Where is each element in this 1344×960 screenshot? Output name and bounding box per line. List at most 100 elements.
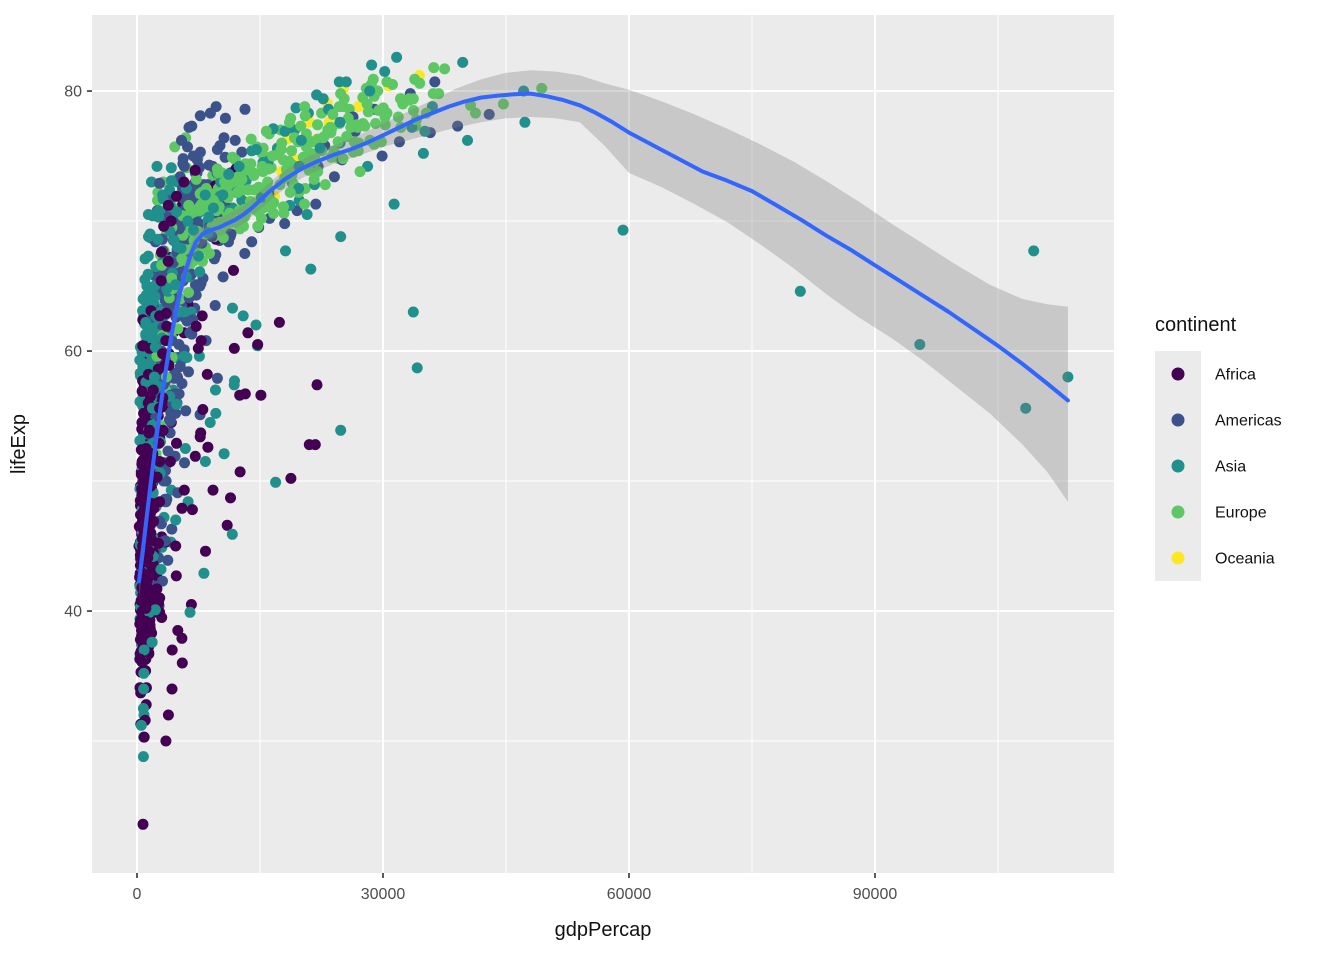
data-point-asia bbox=[153, 205, 165, 217]
data-point-africa bbox=[143, 545, 155, 557]
data-point-africa bbox=[234, 466, 246, 478]
data-point-africa bbox=[189, 450, 201, 462]
data-point-europe bbox=[263, 163, 275, 175]
data-point-africa bbox=[178, 176, 190, 188]
legend-label-asia: Asia bbox=[1215, 459, 1246, 476]
data-point-americas bbox=[162, 445, 174, 457]
data-point-europe bbox=[408, 105, 419, 116]
data-point-europe bbox=[272, 149, 284, 161]
data-point-africa bbox=[166, 644, 178, 656]
data-point-europe bbox=[357, 118, 369, 129]
legend-title: continent bbox=[1155, 314, 1237, 336]
x-axis-ticks bbox=[136, 873, 876, 878]
legend-label-americas: Americas bbox=[1215, 413, 1282, 430]
data-point-europe bbox=[427, 88, 439, 100]
data-point-africa bbox=[225, 492, 236, 504]
data-point-africa bbox=[196, 310, 208, 322]
data-point-europe bbox=[190, 173, 202, 185]
data-point-europe bbox=[211, 163, 223, 175]
data-point-africa bbox=[186, 504, 198, 516]
data-point-asia bbox=[207, 202, 219, 214]
data-point-africa bbox=[178, 484, 190, 496]
y-axis-tick-labels: 40 60 80 bbox=[64, 84, 82, 621]
data-point-americas bbox=[165, 415, 176, 427]
data-point-africa bbox=[146, 591, 157, 603]
data-point-asia bbox=[164, 184, 176, 196]
data-point-asia bbox=[192, 250, 204, 262]
data-point-europe bbox=[278, 201, 289, 213]
data-point-asia bbox=[295, 134, 307, 146]
data-point-asia bbox=[1028, 245, 1040, 257]
data-point-asia bbox=[137, 751, 149, 763]
data-point-asia bbox=[391, 51, 403, 63]
data-point-europe bbox=[397, 98, 409, 110]
data-point-asia bbox=[199, 189, 211, 201]
data-point-africa bbox=[151, 471, 163, 483]
data-point-africa bbox=[228, 342, 240, 354]
data-point-africa bbox=[201, 368, 213, 380]
data-point-americas bbox=[194, 280, 206, 292]
data-point-europe bbox=[392, 111, 404, 123]
data-point-europe bbox=[341, 131, 353, 142]
data-point-africa bbox=[145, 567, 157, 579]
data-point-europe bbox=[226, 151, 238, 163]
data-point-africa bbox=[242, 327, 254, 339]
data-point-africa bbox=[154, 592, 166, 604]
legend-swatch-europe-icon bbox=[1171, 505, 1185, 519]
data-point-asia bbox=[170, 279, 181, 291]
data-point-africa bbox=[137, 497, 149, 509]
y-axis-title: lifeExp bbox=[8, 414, 30, 474]
data-point-asia bbox=[141, 280, 153, 292]
data-point-africa bbox=[143, 424, 155, 436]
x-axis-tick-labels: 0 30000 60000 90000 bbox=[133, 886, 898, 903]
data-point-asia bbox=[204, 417, 216, 428]
x-tick-label: 30000 bbox=[361, 886, 406, 903]
data-point-europe bbox=[332, 136, 344, 148]
data-point-asia bbox=[147, 289, 159, 301]
data-point-africa bbox=[160, 735, 172, 747]
y-axis-ticks bbox=[87, 90, 92, 612]
data-point-africa bbox=[164, 456, 176, 467]
data-point-asia bbox=[188, 224, 199, 236]
data-point-americas bbox=[183, 366, 194, 378]
data-point-asia bbox=[138, 683, 150, 695]
data-point-americas bbox=[310, 198, 322, 210]
smooth-path bbox=[137, 91, 1070, 584]
data-point-asia bbox=[198, 567, 210, 579]
data-point-europe bbox=[387, 79, 398, 90]
data-point-europe bbox=[379, 119, 391, 131]
data-point-asia bbox=[149, 341, 161, 353]
data-point-europe bbox=[342, 112, 354, 124]
data-point-africa bbox=[161, 320, 173, 332]
x-axis-title: gdpPercap bbox=[555, 919, 652, 941]
legend-label-europe: Europe bbox=[1215, 505, 1267, 522]
data-point-europe bbox=[260, 125, 272, 137]
ribbon-polygon bbox=[139, 70, 1068, 601]
data-point-africa bbox=[285, 472, 297, 484]
data-point-asia bbox=[170, 514, 182, 526]
data-point-africa bbox=[154, 310, 166, 322]
data-point-africa bbox=[252, 339, 264, 350]
data-point-africa bbox=[136, 385, 148, 397]
data-point-africa bbox=[190, 320, 202, 332]
data-point-europe bbox=[312, 119, 323, 131]
data-point-asia bbox=[194, 266, 206, 278]
legend-swatch-americas-icon bbox=[1171, 413, 1185, 427]
data-point-asia bbox=[335, 424, 347, 436]
data-point-asia bbox=[135, 719, 147, 731]
data-point-africa bbox=[176, 657, 188, 669]
data-point-africa bbox=[158, 220, 170, 232]
data-point-asia bbox=[138, 667, 150, 679]
data-point-europe bbox=[370, 118, 382, 129]
data-point-americas bbox=[246, 236, 258, 248]
data-point-europe bbox=[381, 107, 393, 119]
y-tick-label: 40 bbox=[64, 604, 82, 621]
data-point-asia bbox=[1062, 371, 1074, 383]
data-point-europe bbox=[318, 131, 330, 142]
data-point-europe bbox=[337, 153, 349, 165]
data-point-americas bbox=[279, 218, 291, 230]
data-point-asia bbox=[134, 435, 146, 447]
data-point-americas bbox=[217, 271, 229, 283]
data-point-europe bbox=[183, 199, 195, 211]
